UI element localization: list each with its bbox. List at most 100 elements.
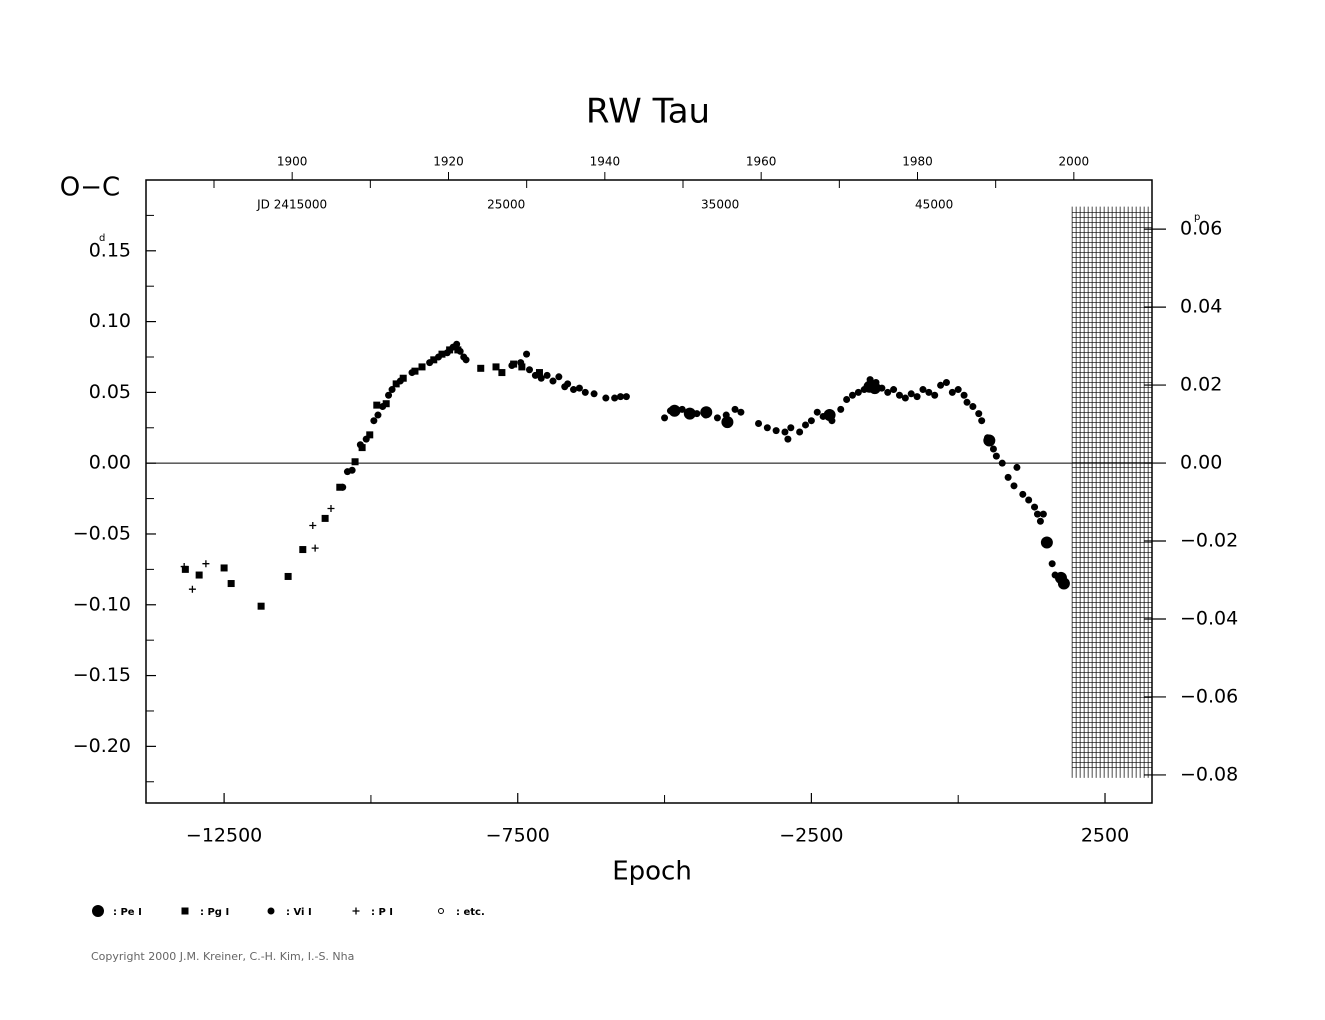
point	[373, 401, 381, 409]
point	[721, 416, 734, 429]
point	[227, 580, 235, 588]
top-tick-label: 1920	[433, 155, 464, 169]
point	[1036, 517, 1044, 525]
y2-unit: p	[1194, 212, 1200, 223]
point	[362, 435, 370, 443]
point	[890, 386, 898, 394]
x-axis-label: Epoch	[612, 857, 692, 887]
point	[370, 417, 378, 425]
point	[518, 363, 526, 371]
y-unit: d	[99, 233, 105, 244]
x-tick-label: −2500	[779, 825, 843, 847]
point	[396, 377, 404, 385]
point	[781, 428, 789, 436]
point	[975, 410, 983, 418]
point	[702, 411, 710, 419]
point	[963, 398, 971, 406]
point	[992, 452, 1000, 460]
legend-label: : P I	[371, 907, 393, 918]
point	[517, 359, 525, 367]
point	[531, 371, 539, 379]
top-tick-label: 1940	[590, 155, 621, 169]
jd-tick-label: JD 2415000	[256, 198, 327, 212]
y2-tick-label: −0.06	[1180, 685, 1238, 707]
point	[438, 908, 444, 914]
jd-tick-label: 35000	[701, 198, 739, 212]
point	[453, 340, 461, 348]
y-tick-label: −0.20	[73, 735, 131, 757]
point	[537, 374, 545, 382]
point	[267, 907, 275, 915]
point	[1013, 463, 1021, 471]
x-tick-label: −7500	[486, 825, 550, 847]
point	[525, 366, 533, 374]
point	[807, 417, 815, 425]
point	[284, 572, 292, 580]
point	[181, 907, 189, 915]
point	[878, 384, 886, 392]
point	[925, 388, 933, 396]
point	[960, 391, 968, 399]
plot-frame	[145, 179, 1153, 804]
point	[456, 347, 464, 355]
point	[884, 388, 892, 396]
point	[901, 394, 909, 402]
jd-tick-label: 45000	[915, 198, 953, 212]
point	[611, 394, 619, 402]
point	[339, 483, 347, 491]
y-tick-label: −0.05	[73, 522, 131, 544]
point	[180, 563, 188, 571]
point	[843, 395, 851, 403]
point	[661, 414, 669, 422]
copyright: Copyright 2000 J.M. Kreiner, C.-H. Kim, …	[91, 950, 354, 963]
point	[1057, 577, 1070, 590]
point	[969, 403, 977, 411]
point	[1033, 510, 1041, 518]
point	[819, 412, 827, 420]
point	[311, 544, 319, 552]
point	[1004, 473, 1012, 481]
point	[408, 369, 416, 377]
y-tick-label: 0.10	[89, 310, 131, 332]
point	[1039, 510, 1047, 518]
top-tick-label: 2000	[1059, 155, 1090, 169]
point	[327, 504, 335, 512]
point	[1010, 482, 1018, 490]
point	[942, 378, 950, 386]
point	[954, 386, 962, 394]
y2-tick-label: −0.08	[1180, 763, 1238, 785]
point	[492, 363, 500, 371]
y2-tick-label: 0.04	[1180, 296, 1222, 318]
point	[581, 388, 589, 396]
legend-label: : Vi I	[286, 907, 312, 918]
y2-tick-label: −0.04	[1180, 607, 1238, 629]
point	[366, 431, 374, 439]
point	[1019, 490, 1027, 498]
point	[462, 356, 470, 364]
chart-title: RW Tau	[586, 92, 710, 132]
point	[477, 364, 485, 372]
legend-label: : Pg I	[200, 907, 229, 918]
legend-item: : etc.	[438, 907, 485, 918]
jd-tick-label: 25000	[487, 198, 525, 212]
point	[523, 350, 531, 358]
point	[907, 390, 915, 398]
point	[438, 350, 446, 358]
point	[813, 408, 821, 416]
point	[570, 386, 578, 394]
point	[617, 393, 625, 401]
point	[590, 390, 598, 398]
point	[535, 369, 543, 377]
y-tick-label: −0.10	[73, 593, 131, 615]
point	[1051, 571, 1059, 579]
point	[919, 386, 927, 394]
point	[202, 560, 210, 568]
point	[948, 388, 956, 396]
point	[683, 407, 696, 420]
point	[356, 441, 364, 449]
point	[385, 391, 393, 399]
point	[622, 393, 630, 401]
point	[796, 428, 804, 436]
point	[352, 907, 360, 915]
point	[837, 405, 845, 413]
